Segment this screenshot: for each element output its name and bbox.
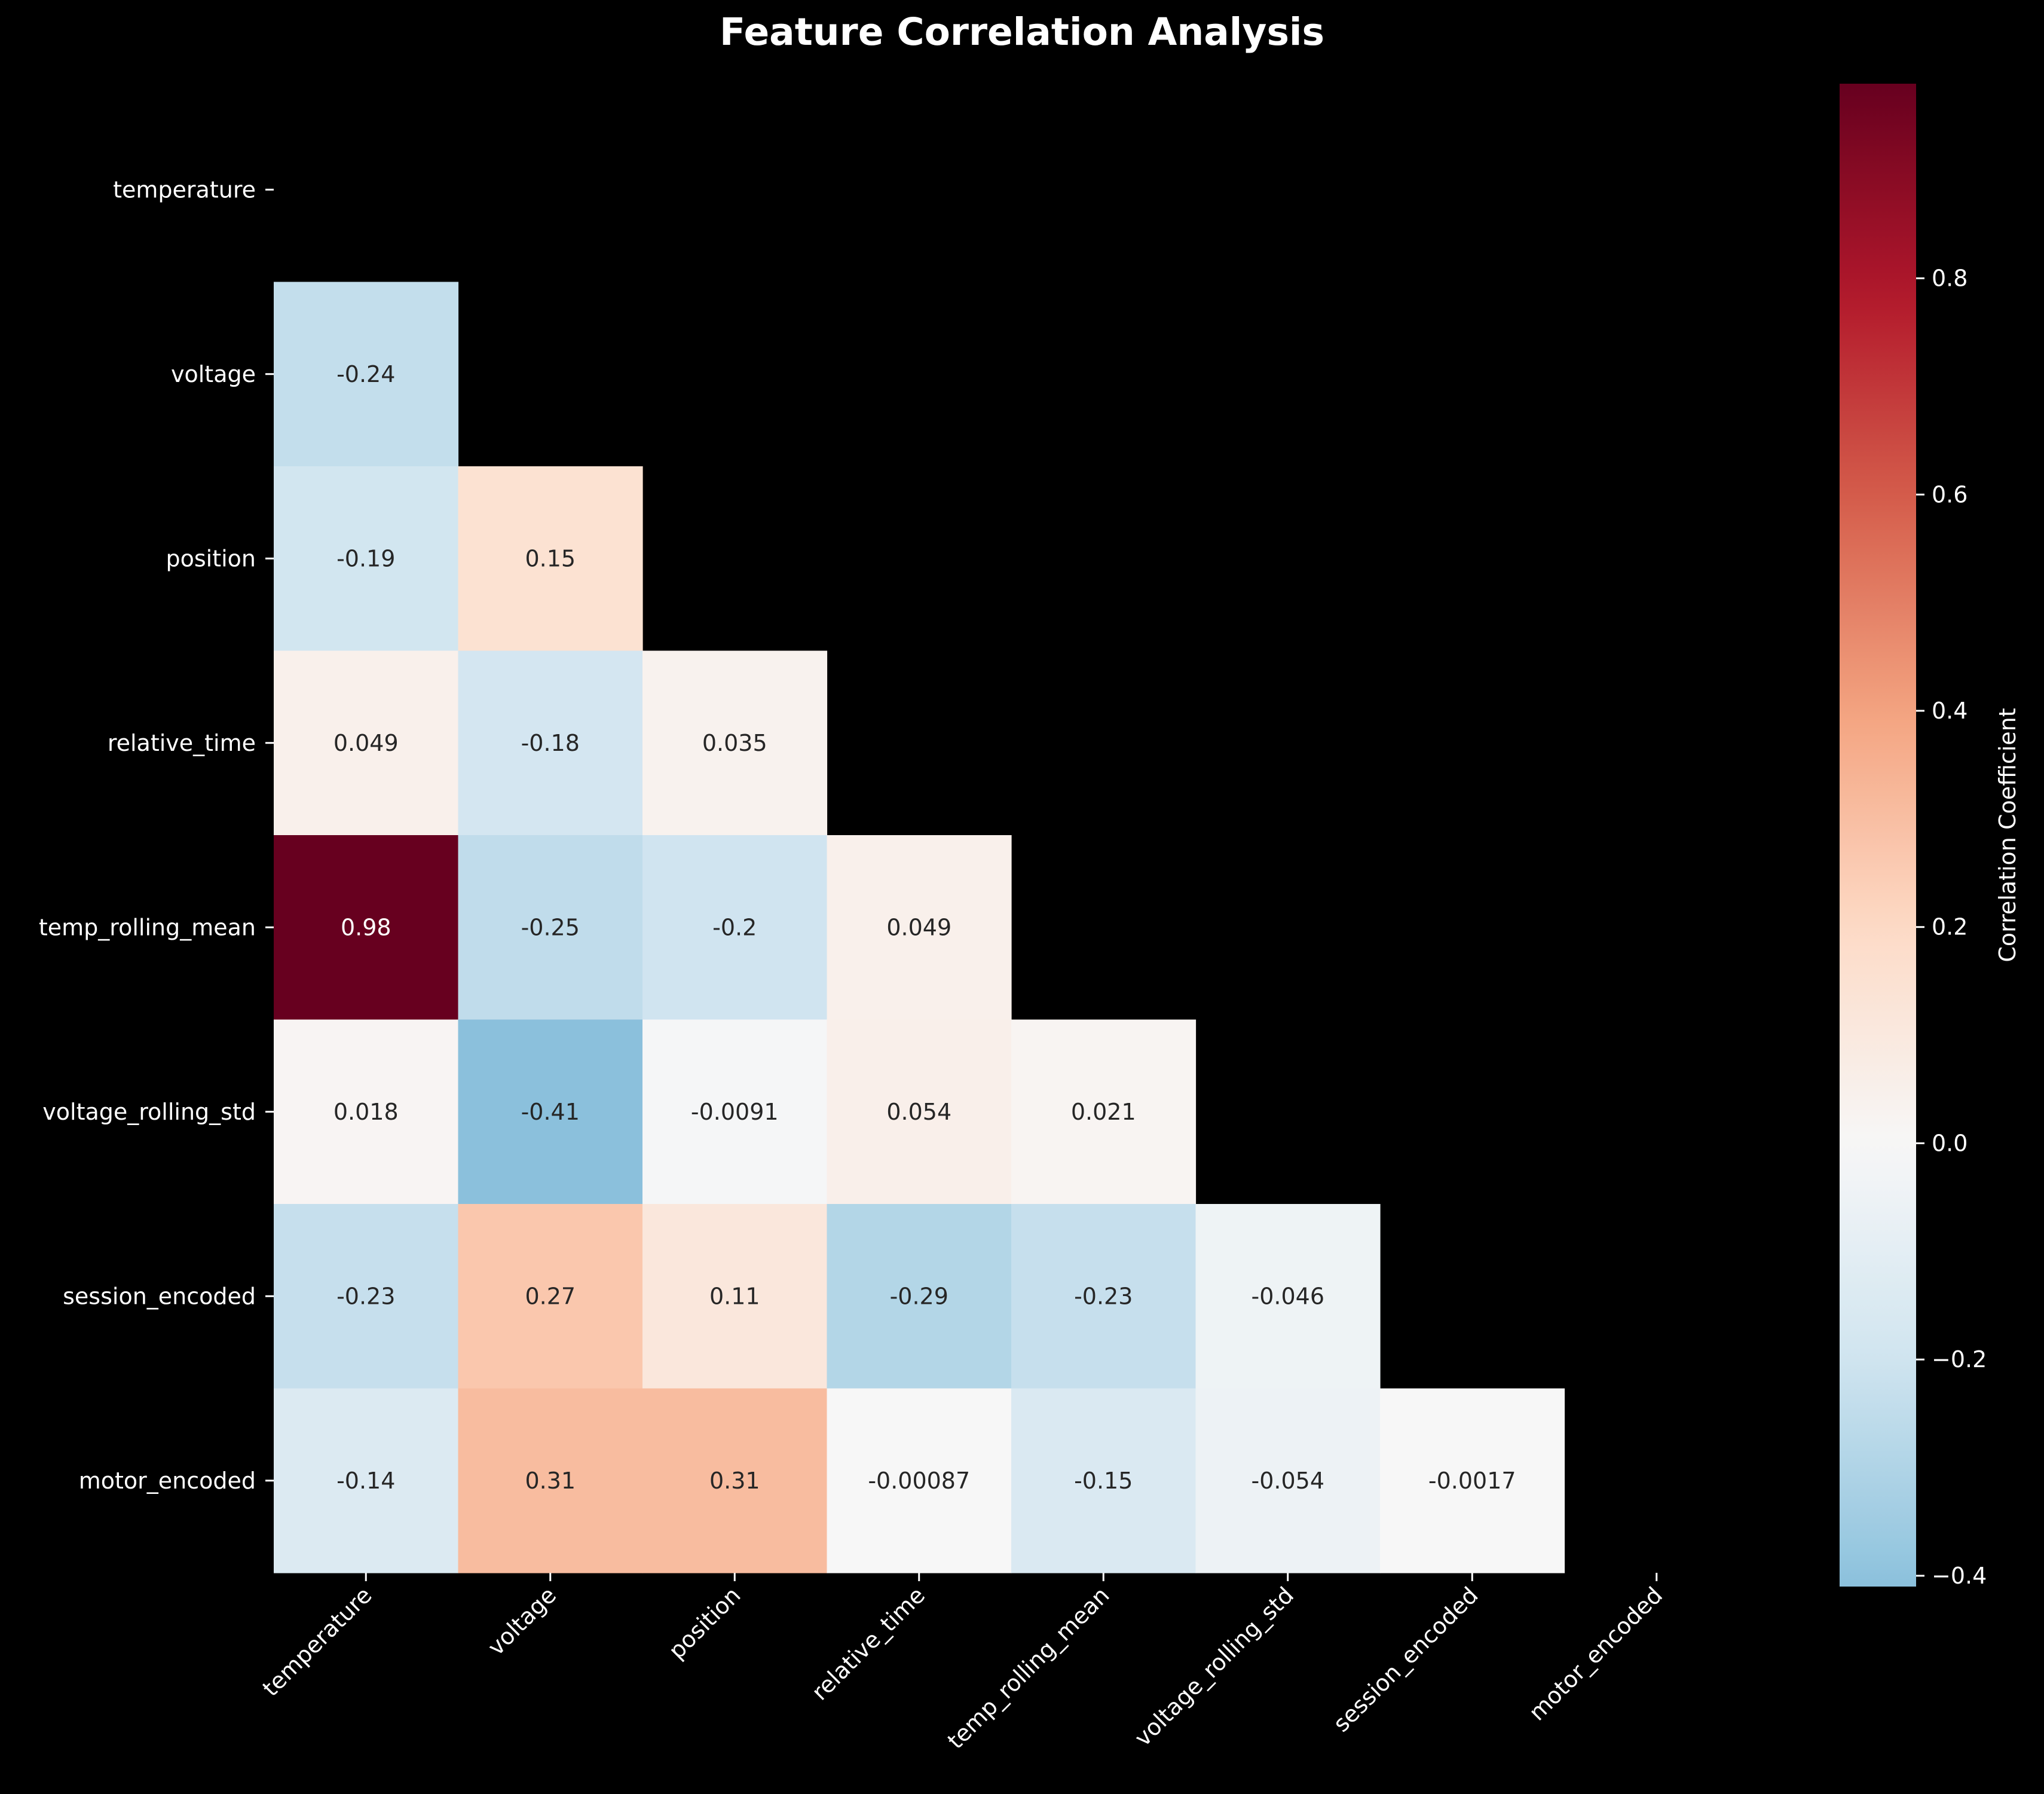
cell-value-label: 0.27	[525, 1283, 576, 1309]
y-tick-label-temperature: temperature	[113, 176, 256, 203]
heatmap-cell-voltage_rolling_std-voltage	[458, 1019, 643, 1205]
heatmap-cell-voltage_rolling_std-relative_time	[827, 1019, 1012, 1205]
heatmap-cell-motor_encoded-relative_time	[827, 1388, 1012, 1573]
cell-value-label: 0.15	[525, 545, 576, 571]
cell-value-label: -0.0091	[691, 1099, 779, 1125]
cell-value-label: -0.054	[1252, 1468, 1325, 1494]
cell-value-label: -0.19	[336, 545, 395, 571]
heatmap-cell-relative_time-temperature	[274, 650, 459, 836]
cell-value-label: 0.31	[525, 1468, 576, 1494]
cell-value-label: 0.11	[709, 1283, 760, 1309]
heatmap-cell-motor_encoded-temperature	[274, 1388, 459, 1573]
cell-value-label: 0.049	[333, 730, 399, 756]
heatmap-cell-motor_encoded-session_encoded	[1380, 1388, 1565, 1573]
cell-value-label: -0.23	[1074, 1283, 1133, 1309]
cell-value-label: -0.23	[336, 1283, 395, 1309]
heatmap-cell-temp_rolling_mean-relative_time	[827, 835, 1012, 1020]
heatmap-cell-voltage_rolling_std-temperature	[274, 1019, 459, 1205]
cell-value-label: 0.018	[333, 1099, 399, 1125]
y-tick-label-temp_rolling_mean: temp_rolling_mean	[39, 914, 256, 940]
colorbar-tick-label: 0.8	[1932, 265, 1967, 292]
cell-value-label: 0.054	[886, 1099, 951, 1125]
cell-value-label: -0.41	[521, 1099, 580, 1125]
y-tick-label-relative_time: relative_time	[108, 730, 256, 756]
heatmap-cell-motor_encoded-temp_rolling_mean	[1011, 1388, 1197, 1573]
cell-value-label: -0.18	[521, 730, 580, 756]
cell-value-label: -0.29	[890, 1283, 948, 1309]
heatmap-cell-motor_encoded-position	[642, 1388, 828, 1573]
heatmap-cell-voltage-temperature	[274, 282, 459, 467]
cell-value-label: 0.98	[341, 914, 391, 940]
colorbar-tick-label: 0.6	[1932, 481, 1967, 508]
y-tick-label-session_encoded: session_encoded	[63, 1283, 256, 1309]
heatmap-cell-voltage_rolling_std-position	[642, 1019, 828, 1205]
y-tick-label-position: position	[166, 545, 256, 571]
cell-value-label: -0.046	[1252, 1283, 1325, 1309]
cell-value-label: -0.14	[336, 1468, 395, 1494]
colorbar-gradient-bar	[1840, 84, 1916, 1587]
heatmap-cell-position-temperature	[274, 466, 459, 652]
heatmap-cell-motor_encoded-voltage_rolling_std	[1195, 1388, 1381, 1573]
cell-value-label: 0.31	[709, 1468, 760, 1494]
heatmap-cell-position-voltage	[458, 466, 643, 652]
y-tick-label-voltage_rolling_std: voltage_rolling_std	[42, 1099, 256, 1125]
colorbar-tick-label: −0.4	[1932, 1563, 1987, 1589]
y-tick-label-voltage: voltage	[171, 361, 256, 387]
cell-value-label: -0.2	[712, 914, 757, 940]
colorbar: Correlation Coefficient −0.4 −0.2 0.0 0.2 0.…	[1840, 84, 2021, 1589]
colorbar-tick-label: −0.2	[1932, 1346, 1987, 1373]
y-tick-label-motor_encoded: motor_encoded	[79, 1468, 256, 1494]
cell-value-label: -0.15	[1074, 1468, 1133, 1494]
colorbar-tick-label: 0.2	[1932, 914, 1967, 940]
chart-title: Feature Correlation Analysis	[720, 10, 1324, 54]
cell-value-label: 0.049	[886, 914, 951, 940]
heatmap-cell-session_encoded-temp_rolling_mean	[1011, 1204, 1197, 1389]
colorbar-tick-label: 0.4	[1932, 698, 1967, 724]
heatmap-cell-motor_encoded-voltage	[458, 1388, 643, 1573]
heatmap-cell-temp_rolling_mean-position	[642, 835, 828, 1020]
cell-value-label: -0.0017	[1428, 1468, 1516, 1494]
heatmap-cell-voltage_rolling_std-temp_rolling_mean	[1011, 1019, 1197, 1205]
cell-value-label: -0.25	[521, 914, 580, 940]
cell-value-label: 0.021	[1071, 1099, 1136, 1125]
heatmap-cell-temp_rolling_mean-temperature	[274, 835, 459, 1020]
heatmap-cell-session_encoded-position	[642, 1204, 828, 1389]
heatmap-cell-session_encoded-relative_time	[827, 1204, 1012, 1389]
heatmap-cell-temp_rolling_mean-voltage	[458, 835, 643, 1020]
heatmap-cell-session_encoded-voltage	[458, 1204, 643, 1389]
heatmap-cell-relative_time-voltage	[458, 650, 643, 836]
y-axis-tick-labels: temperature voltage position relative_timet…	[39, 176, 274, 1494]
heatmap-cell-relative_time-position	[642, 650, 828, 836]
colorbar-tick-label: 0.0	[1932, 1130, 1967, 1156]
heatmap-cells: -0.24 -0.19 0.15 0.049 -0.18 0.035 0.98 -0.25 -0…	[274, 282, 1565, 1573]
heatmap-cell-session_encoded-temperature	[274, 1204, 459, 1389]
cell-value-label: -0.24	[336, 361, 395, 387]
cell-value-label: -0.00087	[868, 1468, 970, 1494]
heatmap-cell-session_encoded-voltage_rolling_std	[1195, 1204, 1381, 1389]
cell-value-label: 0.035	[702, 730, 767, 756]
colorbar-label: Correlation Coefficient	[1994, 708, 2021, 962]
